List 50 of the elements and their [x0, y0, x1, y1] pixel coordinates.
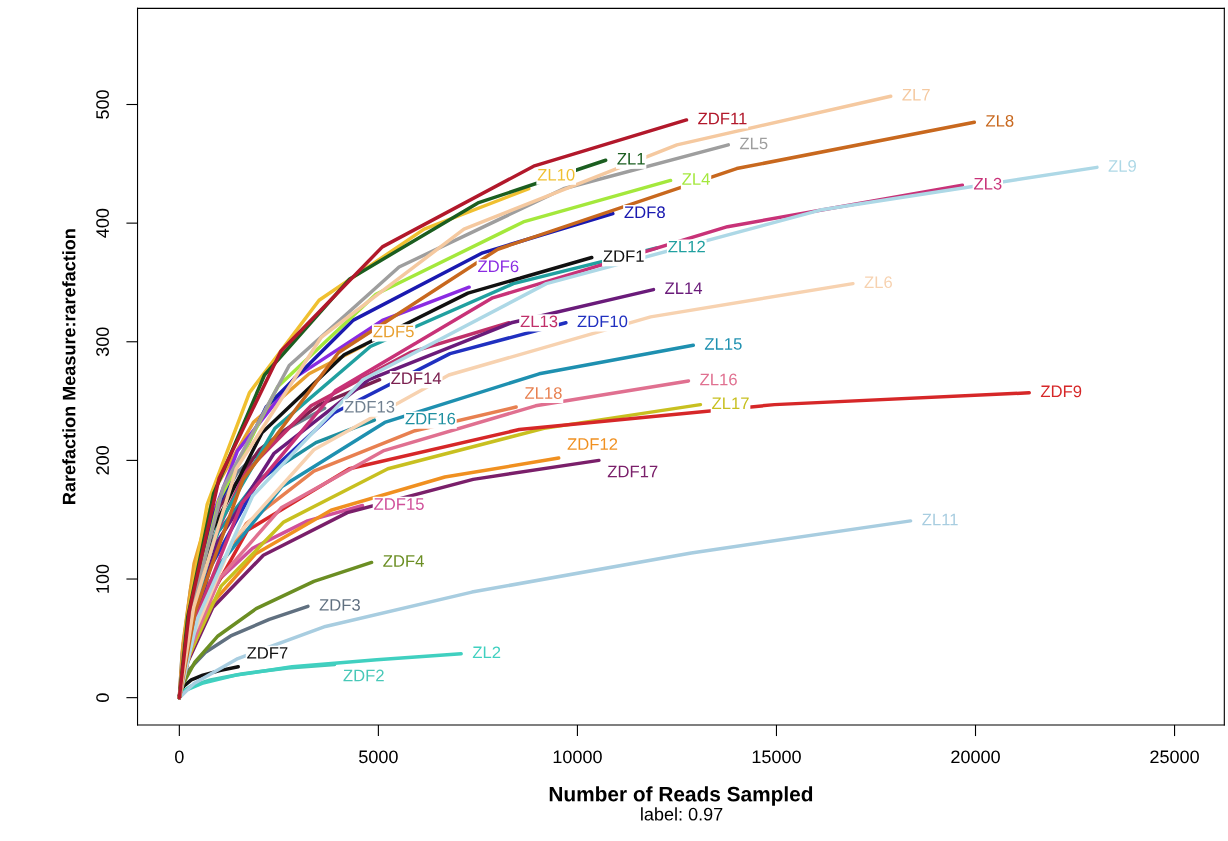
series-label: ZDF7 — [247, 647, 288, 659]
y-tick-label: 100 — [96, 564, 109, 593]
series-label: ZL6 — [864, 276, 892, 289]
x-tick-label: 15000 — [752, 750, 801, 764]
series-label: ZDF14 — [391, 372, 442, 385]
y-tick-label: 500 — [96, 90, 109, 119]
series-label: ZL1 — [617, 153, 645, 165]
series-label: ZL13 — [520, 315, 558, 328]
series-label: ZL5 — [739, 137, 768, 150]
x-tick-label: 0 — [175, 750, 184, 764]
y-tick-label: 400 — [96, 208, 109, 238]
series-label: ZL18 — [524, 387, 562, 399]
series-label: ZDF13 — [344, 400, 395, 413]
series-label: ZDF16 — [405, 412, 456, 425]
series-label: ZDF5 — [373, 325, 414, 338]
x-tick-label: 25000 — [1150, 750, 1199, 764]
series-label: ZL7 — [902, 89, 930, 101]
series-label: ZL16 — [700, 373, 737, 386]
series-label: ZL2 — [472, 646, 501, 659]
series-label: ZL8 — [985, 114, 1014, 127]
y-tick-label: 200 — [96, 446, 109, 475]
x-tick-label: 20000 — [951, 750, 1000, 764]
series-label: ZDF9 — [1040, 385, 1082, 398]
text: label: 0.97 — [641, 807, 723, 821]
series-label: ZDF3 — [319, 598, 360, 611]
y-tick-label: 300 — [96, 327, 109, 357]
series-label: ZL9 — [1108, 160, 1136, 172]
x-tick-label: 10000 — [553, 750, 602, 764]
series-label: ZDF12 — [567, 438, 618, 450]
series-label: ZDF15 — [374, 498, 424, 510]
y-tick-label: 0 — [96, 693, 109, 702]
series-label: ZDF10 — [577, 315, 628, 328]
series-label: ZDF11 — [698, 112, 747, 125]
series-label: ZL12 — [668, 240, 705, 253]
series-label: ZL17 — [712, 397, 749, 409]
series-label: ZL10 — [537, 168, 575, 181]
series-label: ZDF4 — [383, 555, 424, 567]
series-label: ZL4 — [682, 173, 710, 185]
series-label: ZDF1 — [603, 250, 644, 262]
x-axis-title: Number of Reads Sampled — [549, 786, 813, 806]
y-axis-title: Rarefaction Measure:rarefaction — [62, 229, 76, 504]
series-label: ZL3 — [974, 177, 1002, 190]
series-label: ZL11 — [922, 513, 958, 526]
series-label: ZL14 — [665, 282, 703, 294]
series-label: ZDF8 — [624, 206, 665, 219]
series-label: ZL15 — [704, 338, 742, 350]
series-label: ZDF17 — [607, 465, 658, 478]
series-label: ZDF2 — [343, 669, 384, 682]
series-label: ZDF6 — [478, 260, 519, 273]
x-tick-label: 5000 — [359, 750, 398, 764]
